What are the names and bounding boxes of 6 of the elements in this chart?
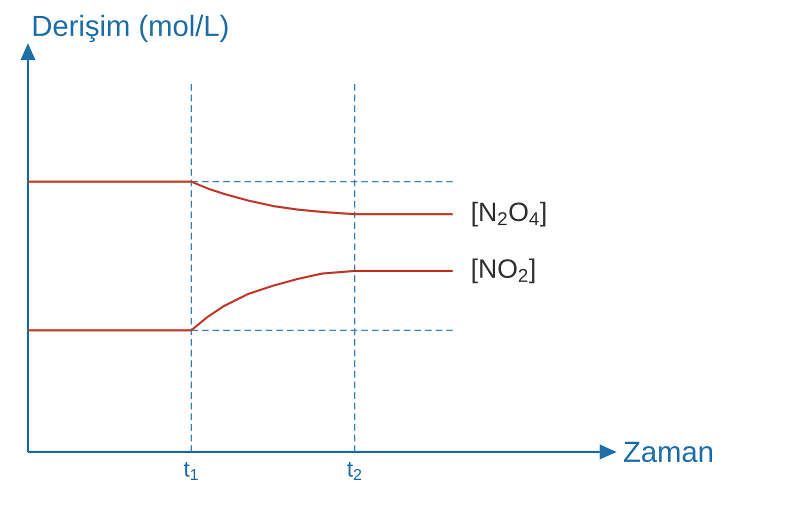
series-label: [N$_{2}$O$_{4}$] <box>472 202 546 227</box>
x-axis-title: Zaman <box>624 442 712 462</box>
y-axis-title: Derişim (mol/L) <box>34 14 228 42</box>
series-label: [NO$_{2}$] <box>472 258 534 284</box>
x-tick-label: t$_{1}$ <box>184 462 198 480</box>
x-tick-label: t$_{2}$ <box>347 462 362 480</box>
